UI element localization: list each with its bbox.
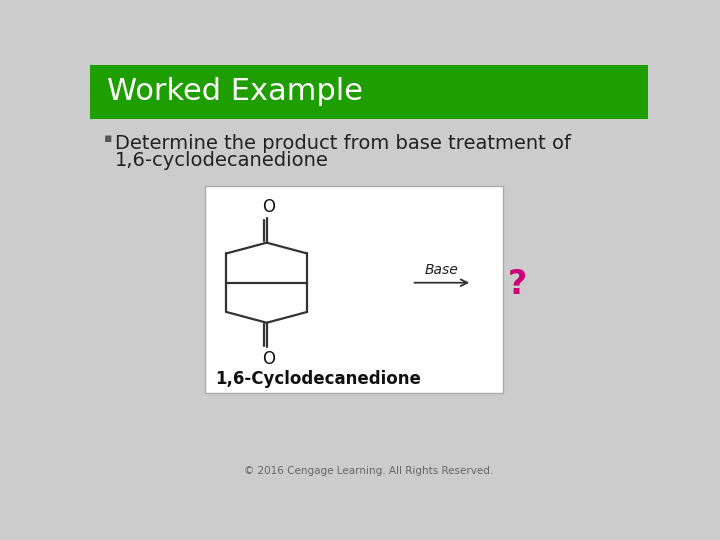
Text: Base: Base <box>425 262 459 276</box>
Text: 1,6-Cyclodecanedione: 1,6-Cyclodecanedione <box>215 370 421 388</box>
Text: ?: ? <box>508 268 526 301</box>
Text: Worked Example: Worked Example <box>107 77 363 106</box>
Bar <box>204 186 503 393</box>
Text: ▪: ▪ <box>104 132 112 145</box>
Text: 1,6-cyclodecanedione: 1,6-cyclodecanedione <box>114 151 328 170</box>
Text: Determine the product from base treatment of: Determine the product from base treatmen… <box>114 134 571 153</box>
Text: O: O <box>262 350 275 368</box>
Text: © 2016 Cengage Learning. All Rights Reserved.: © 2016 Cengage Learning. All Rights Rese… <box>244 467 494 476</box>
Bar <box>90 65 648 119</box>
Text: O: O <box>262 198 275 215</box>
